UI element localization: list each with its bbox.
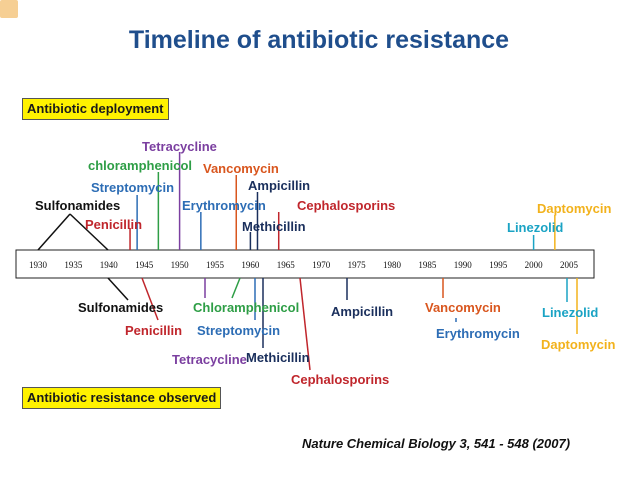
tick-label: 2000 bbox=[525, 260, 544, 270]
deployment-label: Sulfonamides bbox=[35, 198, 121, 213]
app-badge-icon bbox=[0, 0, 18, 18]
resistance-label: Cephalosporins bbox=[291, 372, 390, 387]
tick-label: 1985 bbox=[418, 260, 437, 270]
page-title: Timeline of antibiotic resistance bbox=[128, 26, 510, 54]
resistance-marker bbox=[231, 277, 241, 299]
tick-label: 1955 bbox=[206, 260, 225, 270]
deployment-tag: Antibiotic deployment bbox=[22, 98, 169, 120]
deployment-label: Cephalosporins bbox=[297, 198, 396, 213]
resistance-label: Linezolid bbox=[542, 305, 599, 320]
tick-label: 1990 bbox=[454, 260, 473, 270]
deployment-label: chloramphenicol bbox=[88, 158, 193, 173]
tick-label: 1980 bbox=[383, 260, 402, 270]
resistance-label: Chloramphenicol bbox=[193, 300, 300, 315]
deployment-label: Daptomycin bbox=[537, 201, 612, 216]
resistance-marker bbox=[299, 277, 311, 371]
resistance-label: Methicillin bbox=[246, 350, 310, 365]
deployment-marker bbox=[37, 213, 71, 251]
resistance-marker bbox=[107, 277, 129, 301]
tick-label: 2005 bbox=[560, 260, 579, 270]
tick-label: 1930 bbox=[29, 260, 48, 270]
resistance-label: Penicillin bbox=[125, 323, 183, 338]
resistance-label: Ampicillin bbox=[331, 304, 394, 319]
resistance-label: Streptomycin bbox=[197, 323, 281, 338]
resistance-label: Daptomycin bbox=[541, 337, 616, 352]
deployment-label: Tetracycline bbox=[142, 139, 217, 154]
tick-label: 1950 bbox=[171, 260, 190, 270]
resistance-marker bbox=[141, 277, 159, 321]
citation: Nature Chemical Biology 3, 541 - 548 (20… bbox=[302, 436, 571, 451]
tick-label: 1965 bbox=[277, 260, 296, 270]
deployment-label: Streptomycin bbox=[91, 180, 175, 195]
resistance-label: Vancomycin bbox=[425, 300, 501, 315]
deployment-marker bbox=[69, 213, 109, 251]
deployment-label: Methicillin bbox=[242, 219, 306, 234]
deployment-label: Penicillin bbox=[85, 217, 143, 232]
resistance-label: Tetracycline bbox=[172, 352, 247, 367]
deployment-label: Linezolid bbox=[507, 220, 564, 235]
tick-label: 1940 bbox=[100, 260, 119, 270]
resistance-label: Erythromycin bbox=[436, 326, 520, 341]
resistance-label: Sulfonamides bbox=[78, 300, 164, 315]
tick-label: 1975 bbox=[348, 260, 367, 270]
resistance-tag: Antibiotic resistance observed bbox=[22, 387, 222, 409]
tick-label: 1995 bbox=[489, 260, 508, 270]
tick-label: 1970 bbox=[312, 260, 331, 270]
tick-label: 1935 bbox=[64, 260, 83, 270]
timeline-axis-bar bbox=[15, 249, 595, 279]
tick-label: 1960 bbox=[241, 260, 260, 270]
deployment-label: Ampicillin bbox=[248, 178, 311, 193]
deployment-label: Erythromycin bbox=[182, 198, 266, 213]
tick-label: 1945 bbox=[135, 260, 154, 270]
deployment-label: Vancomycin bbox=[203, 161, 279, 176]
